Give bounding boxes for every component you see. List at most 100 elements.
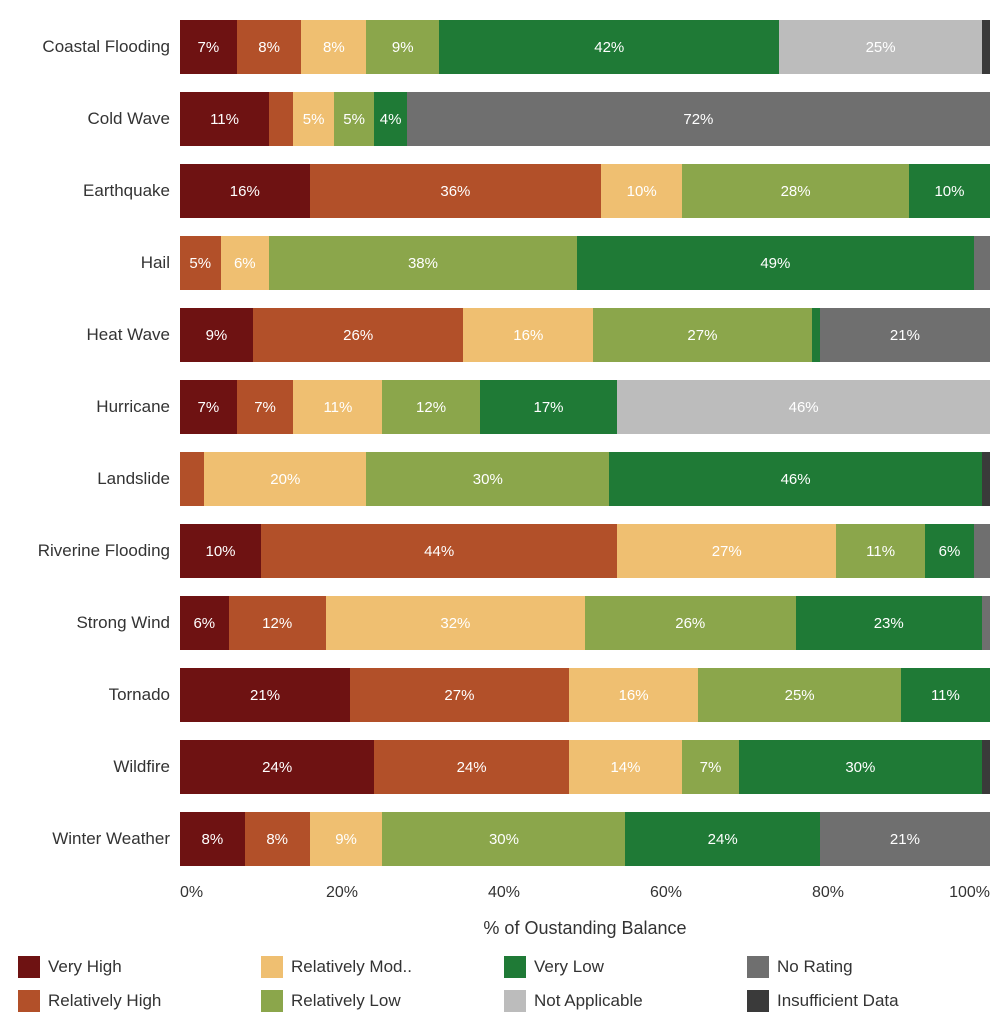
table-row: Coastal Flooding7%8%8%9%42%25% xyxy=(10,20,990,74)
table-row: Riverine Flooding10%44%27%11%6% xyxy=(10,524,990,578)
table-row: Cold Wave11%5%5%4%72% xyxy=(10,92,990,146)
bar-segment: 7% xyxy=(180,20,237,74)
legend-item: No Rating xyxy=(747,953,990,981)
legend-swatch xyxy=(504,956,526,978)
bar-segment: 44% xyxy=(261,524,617,578)
bar-segment: 12% xyxy=(382,380,479,434)
legend-swatch xyxy=(261,990,283,1012)
bar-segment: 24% xyxy=(625,812,819,866)
bar-segment: 6% xyxy=(180,596,229,650)
bar-segment: 21% xyxy=(820,812,990,866)
bar-segment xyxy=(982,20,990,74)
legend-swatch xyxy=(747,956,769,978)
bar-segment: 7% xyxy=(237,380,294,434)
row-label: Cold Wave xyxy=(10,109,180,129)
table-row: Earthquake16%36%10%28%10% xyxy=(10,164,990,218)
bar-segment: 26% xyxy=(585,596,796,650)
bar-segment: 16% xyxy=(569,668,699,722)
bar-segment: 4% xyxy=(374,92,406,146)
x-axis: 0%20%40%60%80%100% xyxy=(180,884,990,914)
legend-label: No Rating xyxy=(777,957,853,977)
bar-segment: 20% xyxy=(204,452,366,506)
legend-item: Relatively High xyxy=(18,987,261,1015)
legend-item: Very Low xyxy=(504,953,747,981)
bar-segment: 27% xyxy=(617,524,836,578)
table-row: Hail5%6%38%49% xyxy=(10,236,990,290)
bar-segment: 30% xyxy=(382,812,625,866)
bar-segment: 6% xyxy=(925,524,974,578)
bar-segment xyxy=(982,452,990,506)
row-label: Hail xyxy=(10,253,180,273)
table-row: Strong Wind6%12%32%26%23% xyxy=(10,596,990,650)
stacked-bar: 5%6%38%49% xyxy=(180,236,990,290)
x-axis-label: % of Oustanding Balance xyxy=(180,918,990,939)
legend-item: Not Applicable xyxy=(504,987,747,1015)
bar-segment xyxy=(982,740,990,794)
bar-segment: 8% xyxy=(237,20,302,74)
row-label: Winter Weather xyxy=(10,829,180,849)
bar-segment: 28% xyxy=(682,164,909,218)
bar-segment: 8% xyxy=(301,20,366,74)
axis-tick: 0% xyxy=(180,884,203,902)
bar-segment: 7% xyxy=(180,380,237,434)
bar-segment: 11% xyxy=(293,380,382,434)
legend-label: Relatively High xyxy=(48,991,161,1011)
bar-segment xyxy=(974,236,990,290)
stacked-bar: 10%44%27%11%6% xyxy=(180,524,990,578)
legend-swatch xyxy=(261,956,283,978)
legend-item: Very High xyxy=(18,953,261,981)
stacked-bar: 8%8%9%30%24%21% xyxy=(180,812,990,866)
legend-label: Relatively Low xyxy=(291,991,401,1011)
bar-segment: 42% xyxy=(439,20,779,74)
bar-segment: 11% xyxy=(836,524,925,578)
bar-segment: 8% xyxy=(245,812,310,866)
axis-tick: 40% xyxy=(488,884,520,902)
stacked-bar: 20%30%46% xyxy=(180,452,990,506)
bar-segment: 17% xyxy=(480,380,618,434)
bar-segment xyxy=(974,524,990,578)
bar-segment: 36% xyxy=(310,164,602,218)
row-label: Hurricane xyxy=(10,397,180,417)
row-label: Tornado xyxy=(10,685,180,705)
bar-segment: 10% xyxy=(601,164,682,218)
stacked-bar: 7%7%11%12%17%46% xyxy=(180,380,990,434)
bar-segment: 30% xyxy=(366,452,609,506)
bar-segment: 23% xyxy=(796,596,982,650)
axis-tick: 100% xyxy=(949,884,990,902)
bar-segment: 24% xyxy=(180,740,374,794)
row-label: Earthquake xyxy=(10,181,180,201)
stacked-bar: 9%26%16%27%21% xyxy=(180,308,990,362)
bar-segment: 46% xyxy=(609,452,982,506)
bar-segment xyxy=(269,92,293,146)
bar-segment: 6% xyxy=(221,236,270,290)
table-row: Tornado21%27%16%25%11% xyxy=(10,668,990,722)
bar-segment xyxy=(812,308,820,362)
bar-segment: 25% xyxy=(698,668,901,722)
legend-label: Not Applicable xyxy=(534,991,643,1011)
bar-segment: 11% xyxy=(901,668,990,722)
bar-segment: 7% xyxy=(682,740,739,794)
legend-label: Very High xyxy=(48,957,122,977)
bar-segment: 14% xyxy=(569,740,682,794)
bar-segment: 30% xyxy=(739,740,982,794)
bar-segment: 9% xyxy=(310,812,383,866)
table-row: Winter Weather8%8%9%30%24%21% xyxy=(10,812,990,866)
legend-item: Relatively Low xyxy=(261,987,504,1015)
bar-segment: 38% xyxy=(269,236,577,290)
bar-segment: 8% xyxy=(180,812,245,866)
axis-tick: 60% xyxy=(650,884,682,902)
row-label: Heat Wave xyxy=(10,325,180,345)
stacked-bar: 21%27%16%25%11% xyxy=(180,668,990,722)
row-label: Landslide xyxy=(10,469,180,489)
table-row: Heat Wave9%26%16%27%21% xyxy=(10,308,990,362)
bar-segment xyxy=(180,452,204,506)
legend-item: Insufficient Data xyxy=(747,987,990,1015)
bar-segment: 10% xyxy=(909,164,990,218)
bar-segment: 10% xyxy=(180,524,261,578)
legend-label: Insufficient Data xyxy=(777,991,899,1011)
bar-segment: 49% xyxy=(577,236,974,290)
bar-segment: 16% xyxy=(463,308,593,362)
bar-segment: 27% xyxy=(350,668,569,722)
bar-segment: 12% xyxy=(229,596,326,650)
bar-segment: 27% xyxy=(593,308,812,362)
